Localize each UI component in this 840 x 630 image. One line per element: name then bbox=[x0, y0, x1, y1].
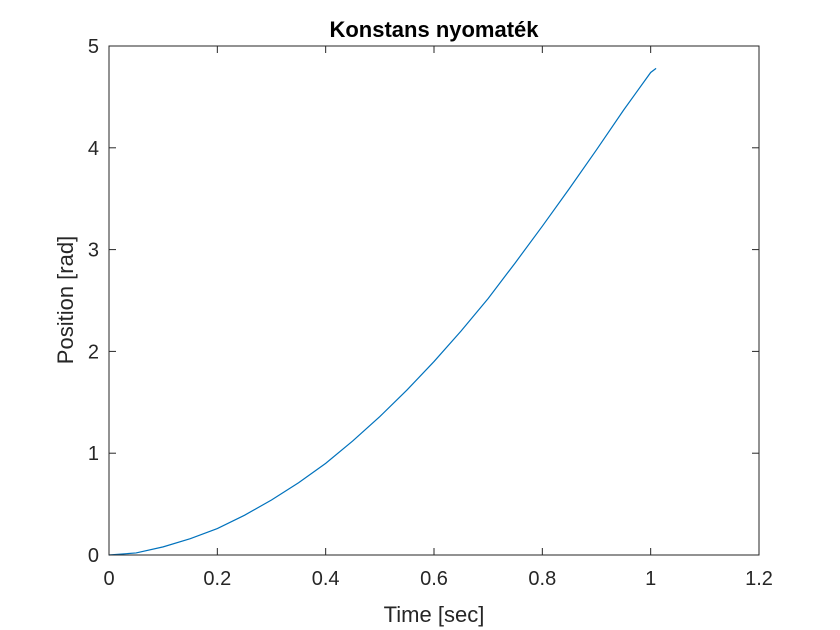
y-tick-label: 0 bbox=[88, 545, 99, 567]
y-tick-label: 4 bbox=[88, 138, 99, 160]
x-tick-label: 1 bbox=[645, 568, 656, 590]
series-line bbox=[108, 67, 657, 556]
x-axis-label: Time [sec] bbox=[384, 602, 485, 627]
tick-labels: 0 0.2 0.4 0.6 0.8 1 1.2 0 1 2 3 4 5 bbox=[88, 36, 773, 590]
x-tick-label: 1.2 bbox=[745, 568, 773, 590]
chart-title: Konstans nyomaték bbox=[329, 17, 539, 42]
x-tick-label: 0.6 bbox=[420, 568, 448, 590]
y-tick-label: 1 bbox=[88, 443, 99, 465]
plot-area-frame bbox=[108, 45, 760, 556]
x-tick-label: 0.2 bbox=[203, 568, 231, 590]
plot-series bbox=[108, 67, 657, 556]
y-tick-label: 2 bbox=[88, 341, 99, 363]
y-tick-label: 3 bbox=[88, 240, 99, 262]
y-axis-label: Position [rad] bbox=[53, 236, 78, 364]
axis-ticks bbox=[108, 45, 760, 556]
x-tick-label: 0.8 bbox=[528, 568, 556, 590]
y-tick-label: 5 bbox=[88, 36, 99, 58]
x-tick-label: 0.4 bbox=[312, 568, 340, 590]
x-tick-label: 0 bbox=[103, 568, 114, 590]
